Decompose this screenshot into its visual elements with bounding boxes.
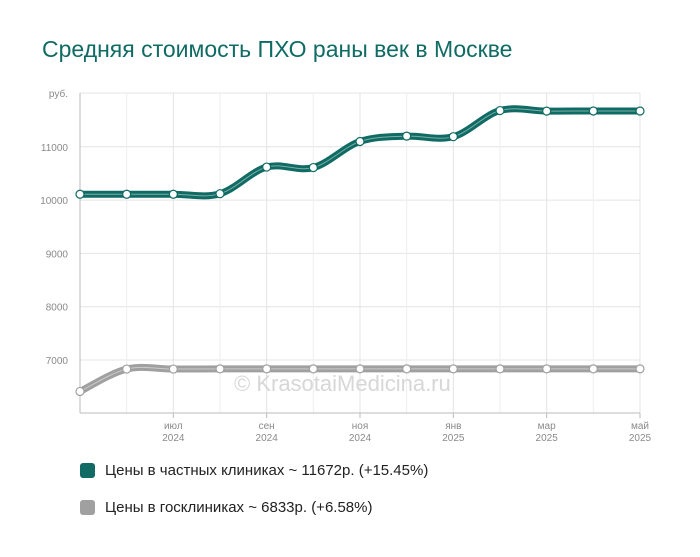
point-public-0 xyxy=(75,386,85,397)
point-private-5 xyxy=(308,162,318,173)
point-public-1 xyxy=(122,364,132,374)
x-tick-year-4: 2024 xyxy=(256,433,279,444)
y-tick-label-11000: 11000 xyxy=(41,143,69,154)
point-public-6 xyxy=(355,364,365,374)
point-public-5 xyxy=(308,364,318,374)
y-tick-label-9000: 9000 xyxy=(46,249,69,260)
x-tick-year-10: 2025 xyxy=(536,433,559,444)
series-points xyxy=(75,105,645,397)
point-private-0 xyxy=(75,189,85,199)
point-public-4 xyxy=(262,364,272,374)
chart-title: Средняя стоимость ПХО раны век в Москве xyxy=(42,36,513,62)
legend-swatch-private xyxy=(80,463,95,478)
point-private-12 xyxy=(635,106,645,116)
watermark: © KrasotaiMedicina.ru xyxy=(234,371,451,396)
legend-item-public[interactable]: Цены в госклиниках ~ 6833р. (+6.58%) xyxy=(80,499,372,516)
point-private-1 xyxy=(122,189,132,199)
x-tick-month-10: мар xyxy=(538,421,556,432)
point-private-10 xyxy=(542,106,552,116)
point-public-12 xyxy=(635,364,645,374)
legend-label-public: Цены в госклиниках ~ 6833р. (+6.58%) xyxy=(105,499,373,516)
y-unit-label: руб. xyxy=(49,88,68,100)
x-tick-month-12: май xyxy=(631,421,649,432)
point-public-2 xyxy=(168,364,178,374)
point-public-7 xyxy=(402,364,412,374)
x-tick-month-4: сен xyxy=(259,421,275,432)
x-tick-year-6: 2024 xyxy=(349,433,372,444)
x-tick-month-2: июл xyxy=(164,421,183,432)
x-tick-year-12: 2025 xyxy=(629,433,652,444)
point-public-11 xyxy=(588,364,598,374)
point-private-2 xyxy=(168,189,178,199)
legend-item-private[interactable]: Цены в частных клиниках ~ 11672р. (+15.4… xyxy=(80,462,428,479)
grid xyxy=(79,92,641,418)
point-public-10 xyxy=(542,364,552,374)
point-private-3 xyxy=(215,189,225,199)
axis-labels: 7000800090001000011000руб.июл2024сен2024… xyxy=(40,88,651,444)
point-public-3 xyxy=(215,364,225,374)
x-tick-month-6: ноя xyxy=(352,421,369,432)
y-tick-label-8000: 8000 xyxy=(46,303,69,314)
point-public-8 xyxy=(448,364,458,374)
x-tick-month-8: янв xyxy=(445,421,461,432)
y-tick-label-7000: 7000 xyxy=(46,356,69,367)
point-private-4 xyxy=(262,162,272,172)
point-private-9 xyxy=(495,105,505,116)
point-private-6 xyxy=(355,136,365,147)
point-public-9 xyxy=(495,364,505,374)
x-tick-year-2: 2024 xyxy=(162,433,185,444)
x-tick-year-8: 2025 xyxy=(442,433,465,444)
legend-swatch-public xyxy=(80,500,95,515)
point-private-8 xyxy=(448,132,458,142)
point-private-11 xyxy=(588,106,598,116)
point-private-7 xyxy=(402,131,412,141)
y-tick-label-10000: 10000 xyxy=(40,196,68,207)
legend-label-private: Цены в частных клиниках ~ 11672р. (+15.4… xyxy=(105,462,429,479)
